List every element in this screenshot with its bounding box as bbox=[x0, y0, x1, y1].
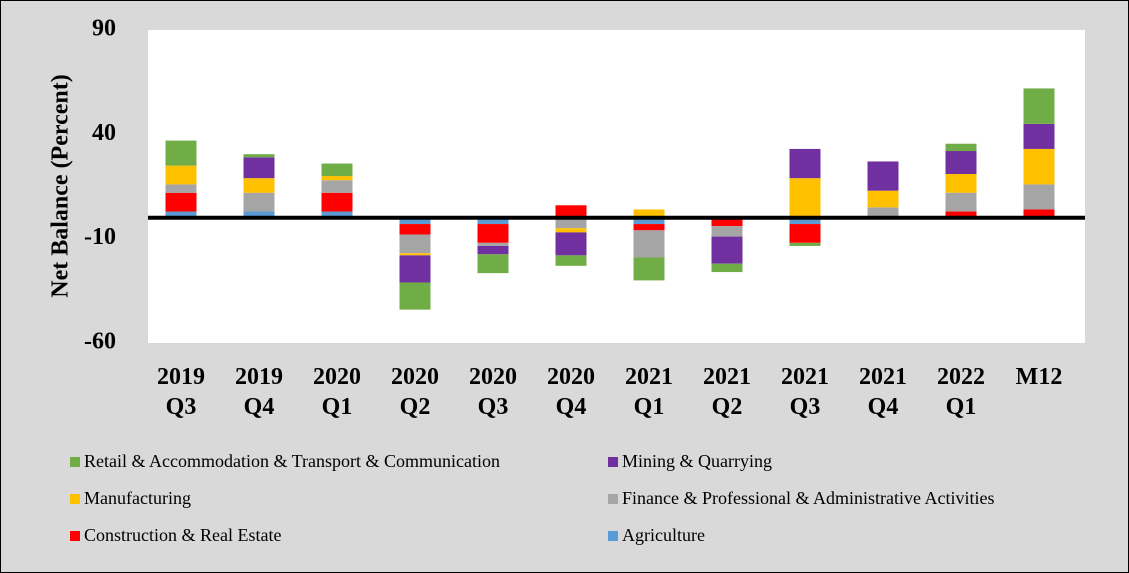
bar-segment bbox=[477, 245, 509, 255]
bar-segment bbox=[399, 253, 431, 256]
bar-segment bbox=[945, 173, 977, 193]
bar-segment bbox=[1023, 184, 1055, 210]
bar-segment bbox=[555, 232, 587, 256]
x-tick-label: 2020 Q2 bbox=[391, 364, 439, 420]
bar-segment bbox=[243, 178, 275, 193]
bar-segment bbox=[477, 217, 509, 225]
y-tick-label: -60 bbox=[84, 329, 116, 355]
bar-segment bbox=[633, 230, 665, 258]
bar-segment bbox=[321, 180, 353, 193]
bar-segment bbox=[165, 184, 197, 193]
x-tick-label: 2020 Q3 bbox=[469, 364, 517, 420]
bar-segment bbox=[633, 209, 665, 218]
x-tick-label: 2021 Q3 bbox=[781, 364, 829, 420]
legend-label: Agriculture bbox=[622, 525, 705, 545]
bar-segment bbox=[789, 217, 821, 225]
bar-segment bbox=[633, 217, 665, 225]
bar-segment bbox=[243, 154, 275, 158]
bar-segment bbox=[1023, 88, 1055, 124]
bar-segment bbox=[711, 226, 743, 237]
bar-segment bbox=[555, 205, 587, 218]
bar-segment bbox=[945, 143, 977, 152]
x-tick-label: 2022 Q1 bbox=[937, 364, 985, 420]
bar-segment bbox=[633, 224, 665, 231]
x-tick-label: 2021 Q2 bbox=[703, 364, 751, 420]
bar-segment bbox=[1023, 209, 1055, 218]
bar-segment bbox=[867, 207, 899, 218]
x-tick-label: 2021 Q4 bbox=[859, 364, 907, 420]
legend-label: Mining & Quarrying bbox=[622, 451, 772, 471]
x-tick-label: 2019 Q3 bbox=[157, 364, 205, 420]
bar-segment bbox=[243, 192, 275, 212]
bar-segment bbox=[243, 211, 275, 218]
legend-label: Construction & Real Estate bbox=[84, 525, 281, 545]
legend-swatch bbox=[608, 531, 618, 541]
bar-segment bbox=[789, 224, 821, 243]
bar-segment bbox=[555, 255, 587, 266]
bar-segment bbox=[399, 224, 431, 235]
bar-segment bbox=[555, 217, 587, 229]
bar-segment bbox=[321, 192, 353, 212]
bar-segment bbox=[789, 148, 821, 179]
bar-segment bbox=[399, 255, 431, 283]
legend-label: Manufacturing bbox=[84, 488, 191, 508]
bar-segment bbox=[711, 236, 743, 264]
x-tick-label: 2019 Q4 bbox=[235, 364, 283, 420]
legend-swatch bbox=[608, 457, 618, 467]
legend-swatch bbox=[608, 494, 618, 504]
x-tick-label: 2020 Q4 bbox=[547, 364, 595, 420]
bar-segment bbox=[477, 254, 509, 274]
bar-segment bbox=[165, 211, 197, 218]
y-tick-label: 90 bbox=[92, 16, 116, 42]
bar-segment bbox=[711, 263, 743, 273]
bar-segment bbox=[321, 176, 353, 181]
y-axis-title: Net Balance (Percent) bbox=[48, 74, 74, 297]
bar-segment bbox=[165, 165, 197, 185]
bar-segment bbox=[867, 161, 899, 191]
bar-segment bbox=[399, 282, 431, 310]
x-tick-label: 2021 Q1 bbox=[625, 364, 673, 420]
bar-segment bbox=[399, 234, 431, 254]
bar-segment bbox=[399, 217, 431, 225]
y-tick-label: 40 bbox=[92, 120, 116, 146]
bar-segment bbox=[165, 140, 197, 166]
x-tick-label: M12 bbox=[1015, 364, 1063, 390]
bar-segment bbox=[867, 190, 899, 208]
bar-segment bbox=[711, 217, 743, 227]
bar-segment bbox=[243, 157, 275, 179]
legend-swatch bbox=[70, 531, 80, 541]
legend-label: Retail & Accommodation & Transport & Com… bbox=[84, 451, 500, 471]
legend-swatch bbox=[70, 494, 80, 504]
bar-segment bbox=[945, 211, 977, 218]
bar-segment bbox=[633, 257, 665, 281]
x-tick-label: 2020 Q1 bbox=[313, 364, 361, 420]
bar-segment bbox=[165, 192, 197, 212]
bar-segment bbox=[321, 211, 353, 218]
legend-label: Finance & Professional & Administrative … bbox=[622, 488, 994, 508]
bar-segment bbox=[789, 178, 821, 218]
y-tick-label: -10 bbox=[84, 224, 116, 250]
legend-swatch bbox=[70, 457, 80, 467]
bar-segment bbox=[789, 242, 821, 246]
bar-segment bbox=[1023, 148, 1055, 185]
bar-segment bbox=[1023, 123, 1055, 149]
bar-segment bbox=[477, 224, 509, 243]
plot-area bbox=[148, 30, 1085, 343]
bar-segment bbox=[945, 192, 977, 212]
bar-segment bbox=[555, 228, 587, 233]
bar-segment bbox=[321, 163, 353, 177]
bar-segment bbox=[945, 151, 977, 174]
bar-segment bbox=[477, 242, 509, 246]
